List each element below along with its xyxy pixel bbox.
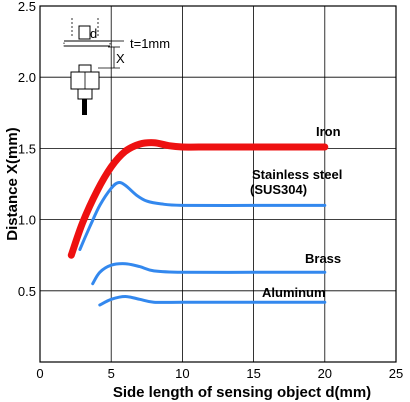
sensor-nut (77, 88, 93, 100)
series-label-brass: Brass (305, 251, 341, 266)
x-tick-label: 15 (246, 366, 260, 381)
inset-label-d: d (90, 26, 97, 41)
series-line-brass (91, 262, 327, 286)
series-line-aluminum (98, 295, 327, 307)
x-tick-labels: 0 5 10 15 20 25 (36, 366, 403, 381)
y-tick-labels: 0.5 1.0 1.5 2.0 2.5 (18, 0, 36, 299)
grid-lines (40, 6, 396, 362)
series-label-stainless-sus304: (SUS304) (250, 182, 307, 197)
inset-label-t: t=1mm (130, 36, 170, 51)
y-tick-label: 2.0 (18, 70, 36, 85)
series-lines (67, 139, 329, 307)
target-plate-hatch (63, 40, 111, 47)
y-tick-label: 0.5 (18, 284, 36, 299)
series-line-stainless-steel (78, 180, 327, 251)
series-label-stainless: Stainless steel (252, 167, 342, 182)
y-tick-label: 1.0 (18, 213, 36, 228)
x-tick-label: 25 (389, 366, 403, 381)
y-tick-label: 1.5 (18, 141, 36, 156)
y-axis-title: Distance X(mm) (4, 127, 21, 240)
series-label-aluminum: Aluminum (262, 285, 326, 300)
y-tick-label: 2.5 (18, 0, 36, 14)
x-tick-label: 20 (318, 366, 332, 381)
series-line-iron (67, 139, 329, 259)
target-square (78, 25, 91, 40)
sensor-cable (82, 99, 87, 115)
series-labels: Iron Stainless steel (SUS304) Brass Alum… (250, 124, 342, 300)
series-label-iron: Iron (316, 124, 341, 139)
sensor-head (78, 64, 92, 73)
plot-background (39, 5, 397, 363)
plot-area (39, 5, 397, 363)
x-tick-label: 5 (108, 366, 115, 381)
inset-label-x: X (116, 51, 125, 66)
x-tick-label: 0 (36, 366, 43, 381)
sensor-diagram-inset: d t=1mm X (63, 18, 170, 115)
x-tick-label: 10 (175, 366, 189, 381)
x-axis-title: Side length of sensing object d(mm) (113, 384, 371, 401)
